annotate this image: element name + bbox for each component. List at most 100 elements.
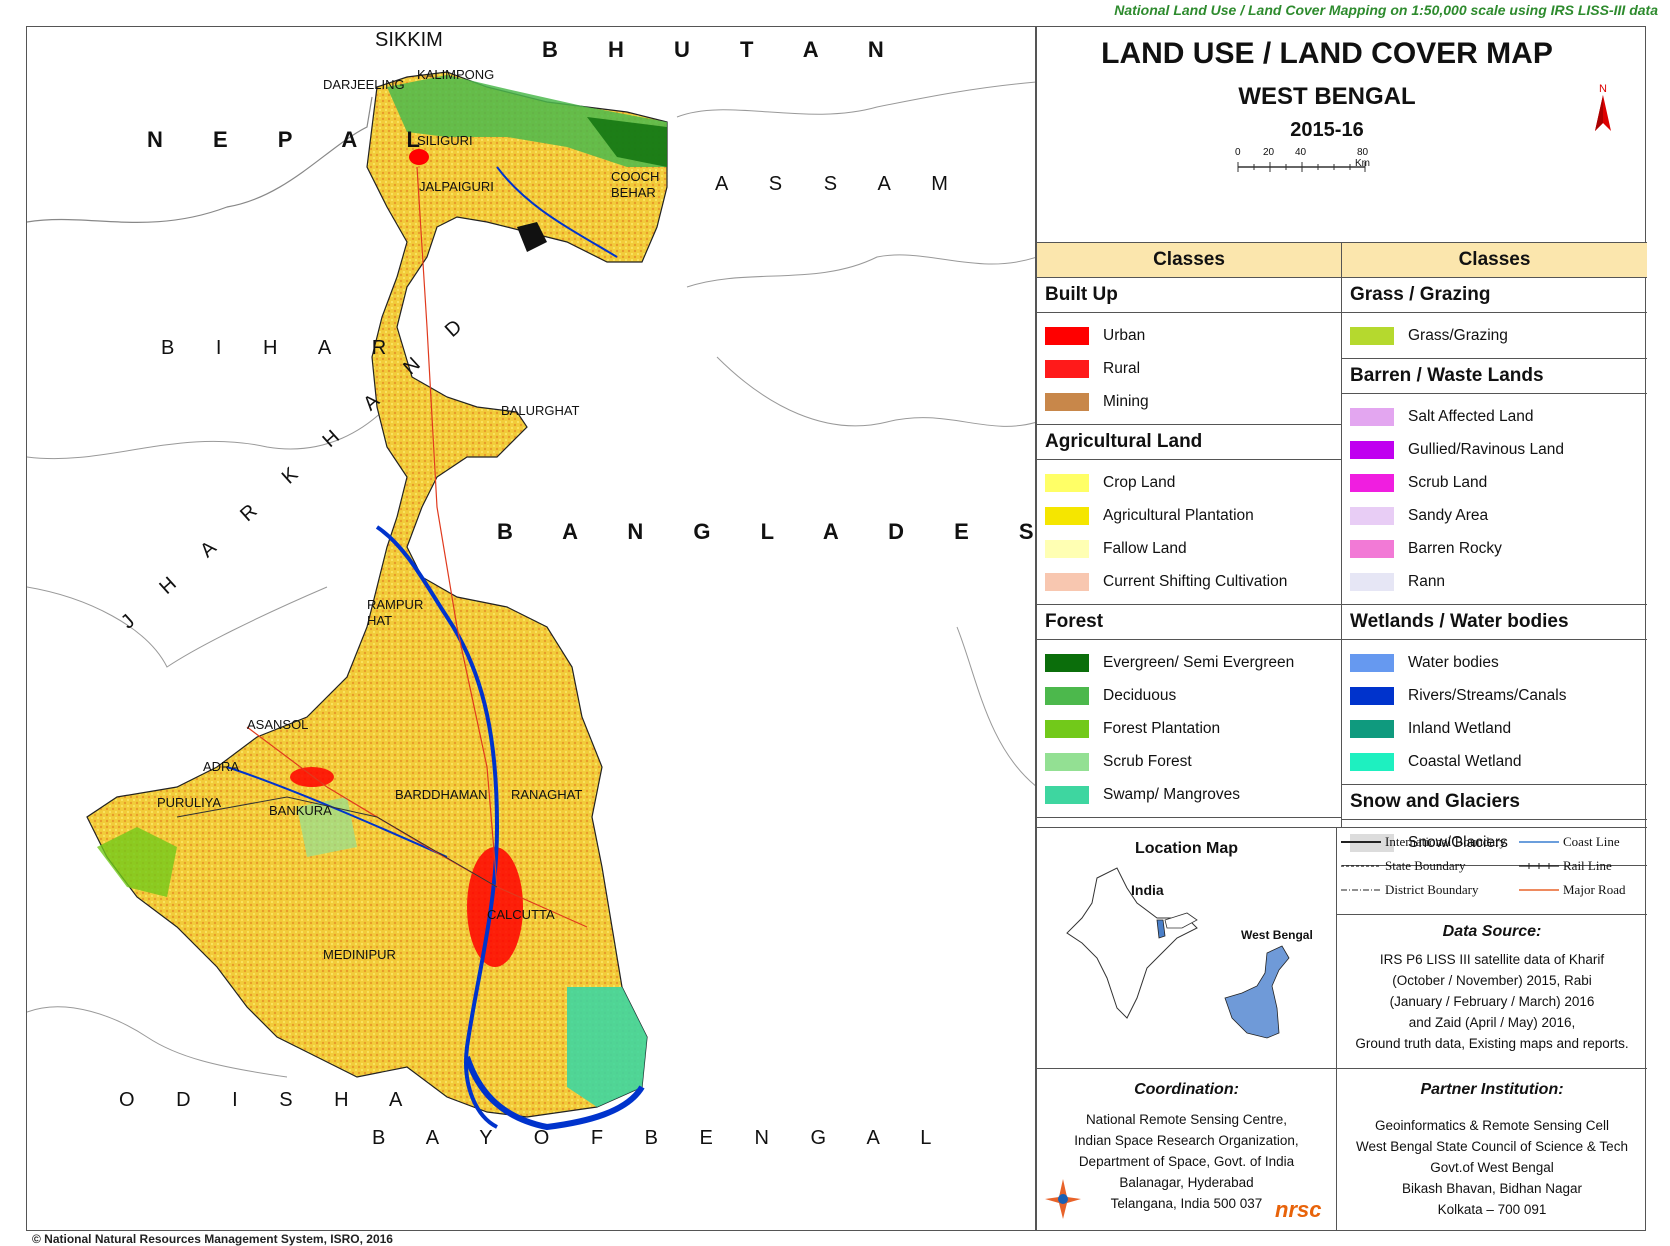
legend-group-heading: Built Up: [1037, 278, 1341, 313]
coordination-line: National Remote Sensing Centre,: [1085, 1112, 1288, 1127]
legend-item-water-bodies: Water bodies: [1342, 646, 1647, 679]
legend-item-rann: Rann: [1342, 565, 1647, 598]
coordination-heading: Coordination:: [1134, 1081, 1239, 1098]
north-arrow: N: [1593, 83, 1613, 136]
legend-items: Urban Rural Mining: [1037, 313, 1341, 424]
legend-item-label: Evergreen/ Semi Evergreen: [1103, 653, 1295, 671]
info-section: Location Map India West Bengal Internati…: [1037, 827, 1647, 1231]
legend-item-evergreen-semi-evergreen: Evergreen/ Semi Evergreen: [1037, 646, 1341, 679]
legend-item-label: Water bodies: [1408, 653, 1499, 671]
scale-tick-20: 20: [1263, 147, 1275, 158]
partner-line: Govt.of West Bengal: [1430, 1160, 1554, 1175]
legend-swatch: [1045, 572, 1089, 591]
legend-item-barren-rocky: Barren Rocky: [1342, 532, 1647, 565]
legend-items: Crop Land Agricultural Plantation Fallow L…: [1037, 460, 1341, 604]
town-asansol: ASANSOL: [247, 717, 309, 732]
town-calcutta: CALCUTTA: [487, 907, 555, 922]
scale-tick-0: 0: [1235, 147, 1241, 158]
legend-item-label: Fallow Land: [1103, 539, 1187, 557]
legend-items: Evergreen/ Semi Evergreen Deciduous Forest…: [1037, 640, 1341, 817]
legend-column-right: Classes Grass / Grazing Grass/Grazing Barr…: [1342, 243, 1647, 866]
north-arrow-icon: [1595, 95, 1611, 131]
legend-item-agricultural-plantation: Agricultural Plantation: [1037, 499, 1341, 532]
india-northeast: [1164, 912, 1198, 929]
label-bihar: B I H A R: [161, 337, 405, 359]
legend-item-gullied-ravinous-land: Gullied/Ravinous Land: [1342, 433, 1647, 466]
data-source-heading: Data Source:: [1442, 923, 1542, 940]
label-odisha: O D I S H A: [119, 1089, 421, 1111]
legend-item-label: Current Shifting Cultivation: [1103, 572, 1288, 590]
legend-item-label: Rivers/Streams/Canals: [1408, 686, 1567, 704]
legend-item-label: Snow/Glaciers: [1408, 833, 1508, 851]
legend-item-label: Deciduous: [1103, 686, 1177, 704]
legend-item-label: Salt Affected Land: [1408, 407, 1534, 425]
copyright: © National Natural Resources Management …: [32, 1232, 393, 1246]
legend-swatch: [1350, 440, 1394, 459]
legend-item-scrub-land: Scrub Land: [1342, 466, 1647, 499]
legend-item-label: Grass/Grazing: [1408, 326, 1508, 344]
major-road: [416, 166, 498, 888]
legend-item-coastal-wetland: Coastal Wetland: [1342, 745, 1647, 778]
india-outline: [1066, 867, 1198, 1019]
legend-swatch: [1045, 473, 1089, 492]
legend-item-label: Swamp/ Mangroves: [1103, 785, 1240, 803]
location-map: Location Map India West Bengal: [1037, 828, 1337, 1069]
map-year: 2015-16: [1290, 119, 1364, 141]
legend-item-sandy-area: Sandy Area: [1342, 499, 1647, 532]
boundary-coast: Coast Line: [1519, 834, 1620, 850]
partner-body: Geoinformatics & Remote Sensing Cell Wes…: [1337, 1115, 1647, 1220]
urban-area-asansol: [290, 767, 334, 787]
header-note: National Land Use / Land Cover Mapping o…: [1114, 2, 1658, 18]
location-map-graphic: [1066, 867, 1290, 1039]
legend-swatch: [1350, 539, 1394, 558]
urban-area-kolkata: [467, 847, 523, 967]
scale-bar-graphic: [1237, 162, 1366, 172]
legend-swatch: [1350, 473, 1394, 492]
legend-item-deciduous: Deciduous: [1037, 679, 1341, 712]
major-road: [246, 726, 588, 928]
line-district-icon: [1341, 889, 1381, 891]
legend-item-label: Urban: [1103, 326, 1146, 344]
river-north: [496, 166, 618, 258]
town-bankura: BANKURA: [269, 803, 332, 818]
coordination: Coordination: National Remote Sensing Ce…: [1037, 1069, 1337, 1231]
state-boundary: [27, 406, 388, 460]
legend-swatch: [1045, 359, 1089, 378]
legend-group-agricultural-land: Agricultural Land Crop Land Agricultural P…: [1037, 425, 1341, 605]
legend-item-label: Scrub Forest: [1103, 752, 1192, 770]
boundary-rail: Rail Line: [1519, 858, 1612, 874]
location-map-india-label: India: [1131, 882, 1164, 898]
map-title: LAND USE / LAND COVER MAP: [1101, 37, 1553, 70]
legend-items: Grass/Grazing: [1342, 313, 1647, 358]
legend-swatch: [1350, 506, 1394, 525]
boundary-rail-label: Rail Line: [1563, 858, 1612, 873]
coordination-body: National Remote Sensing Centre, Indian S…: [1037, 1109, 1336, 1214]
legend-group-heading: Wetlands / Water bodies: [1342, 605, 1647, 640]
town-ranaghat: RANAGHAT: [511, 787, 583, 802]
label-assam: A S S A M: [715, 173, 966, 195]
north-label: N: [1599, 83, 1607, 95]
state-boundary: [956, 626, 1035, 786]
data-source-line: and Zaid (April / May) 2016,: [1408, 1015, 1576, 1030]
coordination-line: Balanagar, Hyderabad: [1119, 1175, 1254, 1190]
legend-item-salt-affected-land: Salt Affected Land: [1342, 400, 1647, 433]
partner-institution: Partner Institution: Geoinformatics & Re…: [1337, 1069, 1647, 1231]
legend-swatch: [1350, 407, 1394, 426]
legend-item-swamp-mangroves: Swamp/ Mangroves: [1037, 778, 1341, 811]
legend-swatch: [1045, 506, 1089, 525]
label-sikkim: SIKKIM: [375, 29, 443, 51]
coordination-line: Department of Space, Govt. of India: [1078, 1154, 1295, 1169]
town-kalimpong: KALIMPONG: [417, 67, 495, 82]
map-region: WEST BENGAL: [1238, 83, 1416, 110]
legend-swatch: [1045, 752, 1089, 771]
legend-group-heading: Snow and Glaciers: [1342, 785, 1647, 820]
legend-items: Water bodies Rivers/Streams/Canals Inland …: [1342, 640, 1647, 784]
boundary-legend: International Boundary Coast Line State …: [1337, 828, 1647, 915]
legend-group-heading: Barren / Waste Lands: [1342, 359, 1647, 394]
data-source-line: Ground truth data, Existing maps and rep…: [1355, 1036, 1629, 1051]
legend-item-current-shifting-cultivation: Current Shifting Cultivation: [1037, 565, 1341, 598]
map-frame[interactable]: SIKKIM B H U T A N N E P A L A S S A M B…: [26, 26, 1036, 1231]
legend-item-grass-grazing: Grass/Grazing: [1342, 319, 1647, 352]
isro-logo-icon: [1045, 1179, 1081, 1219]
town-siliguri: SILIGURI: [417, 133, 473, 148]
